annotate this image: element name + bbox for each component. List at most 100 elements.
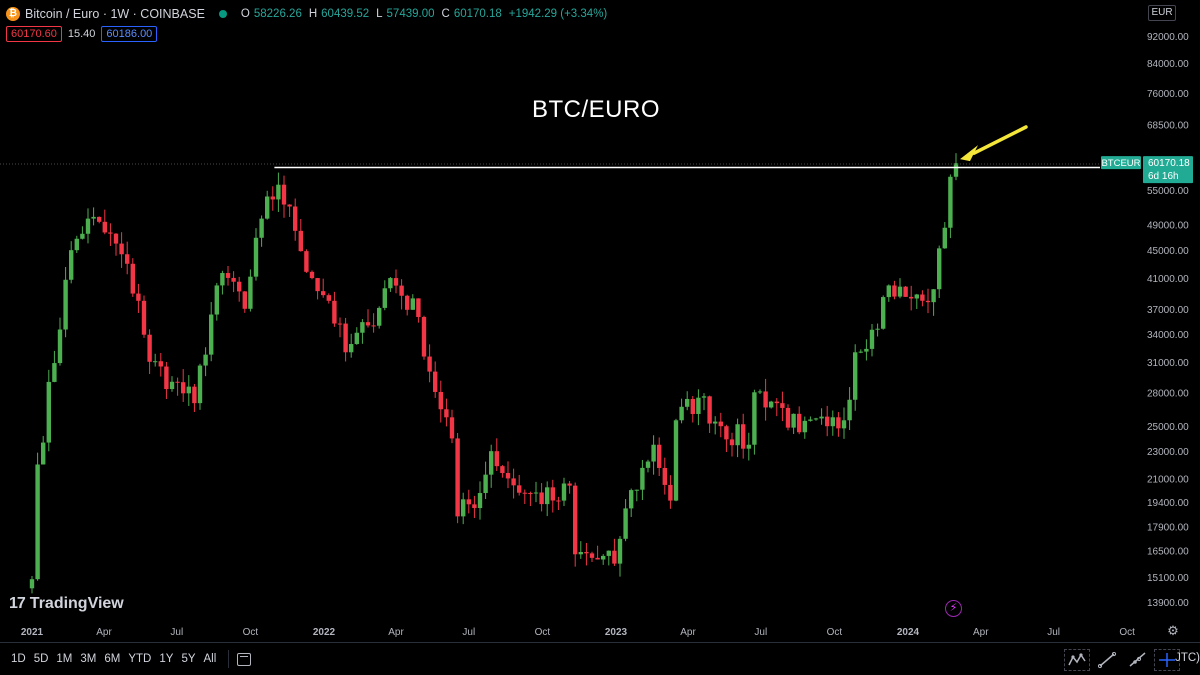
ray-tool-icon[interactable] [1124,649,1150,671]
candle [449,417,455,439]
market-status-dot-icon[interactable] [218,10,227,18]
candle [645,461,651,468]
candle [197,365,203,404]
range-1y-button[interactable]: 1Y [159,653,174,665]
lightning-icon[interactable]: ⚡ [945,600,962,617]
candle [925,300,931,303]
pattern-tool-icon[interactable] [1064,649,1090,671]
sell-button[interactable]: 60170.60 [6,26,62,42]
candle [556,500,561,502]
candle [377,307,382,326]
time-axis-label: Jul [754,627,767,638]
candle [869,329,875,349]
candle [763,391,768,408]
time-axis-label: Oct [535,627,551,638]
range-1m-button[interactable]: 1M [56,653,73,665]
range-all-button[interactable]: All [203,653,217,665]
candle [494,451,499,467]
price-axis-label: 21000.00 [1147,474,1189,485]
buy-button[interactable]: 60186.00 [101,26,158,42]
time-axis-label: Apr [973,627,989,638]
range-5d-button[interactable]: 5D [33,653,49,665]
gear-icon[interactable]: ⚙ [1167,623,1179,638]
candle [410,298,415,310]
candle [343,323,348,353]
trend-line-icon[interactable] [1094,649,1120,671]
candle [668,484,673,501]
tradingview-wordmark: TradingView [29,595,124,612]
candle [500,466,505,474]
candle [309,271,315,279]
price-axis-label: 37000.00 [1147,305,1189,316]
candle [74,238,79,251]
price-axis-label: 13900.00 [1147,598,1189,609]
candle [522,492,527,494]
candle [405,295,410,310]
price-axis-label: 55000.00 [1147,186,1189,197]
candle [57,329,63,364]
candle [606,550,611,556]
timezone-label[interactable]: JTC) [1175,652,1200,664]
range-ytd-button[interactable]: YTD [128,653,152,665]
candle [248,276,253,309]
toolbar-divider [228,650,230,668]
high-value: 60439.52 [321,8,370,20]
candle [617,538,623,564]
candle [567,483,572,486]
candle [735,424,740,446]
candle [130,263,135,294]
candle [909,296,914,299]
time-axis-label: Jul [462,627,475,638]
candle [69,250,74,280]
candle [326,295,331,301]
candle [942,227,947,249]
candle [237,281,242,292]
time-axis-label: 2021 [21,627,44,638]
time-axis-label: Apr [96,627,112,638]
symbol-title[interactable]: Bitcoin / Euro · 1W · COINBASE [25,7,205,21]
symbol-tag [1101,156,1141,170]
range-5y-button[interactable]: 5Y [181,653,196,665]
candle [713,421,718,424]
candle [175,381,180,383]
candle [416,298,421,317]
candle [741,424,746,449]
candle [203,354,208,366]
annotation-arrow [972,125,1028,155]
low-value: 57439.00 [386,8,435,20]
range-1d-button[interactable]: 1D [11,653,26,665]
candle [853,352,858,400]
candle [550,487,555,501]
open-value: 58226.26 [253,8,302,20]
candle [332,300,337,324]
chart-area[interactable]: 92000.00 84000.00 76000.00 68500.00 55000.00… [0,0,1200,642]
candle [46,381,51,443]
candle [304,251,309,272]
candle [147,334,152,362]
candle [578,552,583,555]
candle [265,196,270,219]
price-axis-label: 45000.00 [1147,246,1189,257]
candle [752,392,757,445]
range-3m-button[interactable]: 3M [80,653,97,665]
currency-selector[interactable]: EUR [1148,5,1176,21]
chart-canvas[interactable]: 92000.00 84000.00 76000.00 68500.00 55000.00… [0,0,1200,642]
price-axis-label: 17900.00 [1147,522,1189,533]
tradingview-logo[interactable]: 17 TradingView [9,595,124,613]
range-6m-button[interactable]: 6M [104,653,121,665]
candle [29,579,35,589]
time-axis-label: 2024 [897,627,920,638]
crosshair-icon[interactable] [1154,649,1180,671]
open-label: O [240,8,250,20]
candle [382,288,387,308]
candle [685,398,690,407]
candle [253,237,259,277]
candle [701,396,707,398]
candle [169,381,175,390]
candle [97,216,102,222]
calendar-icon[interactable] [237,652,252,666]
candle [690,398,695,414]
time-axis-label: 2023 [605,627,628,638]
annotation-arrow-head [960,145,978,162]
candle [679,406,684,421]
